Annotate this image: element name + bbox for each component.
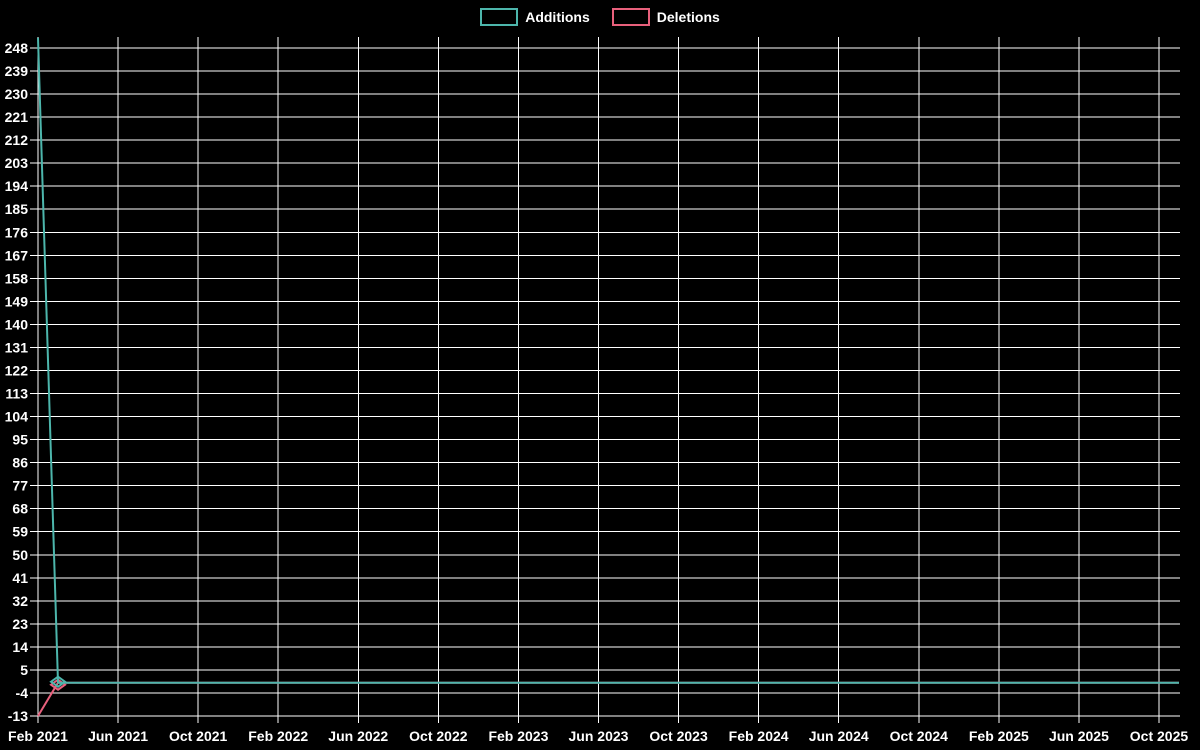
y-tick-label: 167	[5, 247, 29, 263]
y-tick-label: -4	[16, 685, 29, 701]
y-tick-label: 95	[12, 432, 28, 448]
x-tick-label: Feb 2021	[8, 728, 68, 744]
y-tick-label: 194	[5, 178, 29, 194]
y-tick-label: 32	[12, 593, 28, 609]
x-tick-label: Feb 2023	[488, 728, 548, 744]
y-tick-label: 113	[5, 386, 28, 402]
additions-legend-label: Additions	[525, 9, 590, 25]
legend-item-additions: Additions	[480, 8, 590, 26]
x-tick-label: Oct 2024	[890, 728, 949, 744]
y-tick-label: 41	[12, 570, 28, 586]
y-gridlines	[30, 47, 1180, 717]
y-tick-label: 203	[5, 155, 29, 171]
x-tick-label: Jun 2021	[88, 728, 148, 744]
x-tick-label: Feb 2025	[969, 728, 1029, 744]
y-tick-label: 122	[5, 362, 29, 378]
additions-line	[37, 37, 1179, 684]
y-tick-label: 185	[5, 201, 29, 217]
x-tick-label: Jun 2023	[569, 728, 629, 744]
y-tick-label: 68	[12, 501, 28, 517]
y-tick-label: 59	[12, 524, 28, 540]
y-tick-label: 176	[5, 224, 29, 240]
chart-legend: Additions Deletions	[0, 8, 1200, 26]
y-tick-labels: -13 -4 5 14 23 32 41 50 59 68 77 86 95 104 113 122 131 14…	[5, 40, 29, 724]
additions-point-marker	[49, 675, 67, 688]
y-tick-label: 14	[12, 639, 28, 655]
deletions-legend-label: Deletions	[656, 9, 720, 25]
y-tick-label: 86	[12, 455, 28, 471]
additions-legend-swatch-icon	[480, 8, 519, 26]
y-tick-label: 77	[12, 478, 28, 494]
deletions-line	[37, 681, 1179, 717]
y-tick-label: 149	[5, 293, 29, 309]
x-tick-label: Oct 2025	[1130, 728, 1189, 744]
x-tick-label: Feb 2024	[729, 728, 789, 744]
y-tick-label: 239	[5, 63, 29, 79]
y-tick-label: 104	[5, 409, 29, 425]
y-tick-label: 23	[12, 616, 28, 632]
y-tick-label: 158	[5, 270, 29, 286]
deletions-legend-swatch-icon	[611, 8, 650, 26]
y-tick-label: -13	[8, 708, 28, 724]
x-tick-label: Jun 2024	[809, 728, 869, 744]
y-tick-label: 221	[5, 109, 29, 125]
y-tick-label: 50	[12, 547, 28, 563]
x-tick-label: Feb 2022	[248, 728, 308, 744]
x-tick-label: Oct 2021	[169, 728, 228, 744]
x-tick-label: Oct 2022	[409, 728, 468, 744]
y-tick-label: 131	[5, 339, 29, 355]
y-tick-label: 230	[5, 86, 29, 102]
y-tick-label: 212	[5, 132, 29, 148]
y-tick-label: 140	[5, 316, 29, 332]
x-tick-label: Oct 2023	[649, 728, 708, 744]
x-gridlines	[37, 37, 1160, 723]
legend-item-deletions: Deletions	[611, 8, 720, 26]
x-tick-label: Jun 2025	[1049, 728, 1109, 744]
y-tick-label: 248	[5, 40, 29, 56]
x-tick-label: Jun 2022	[328, 728, 388, 744]
x-tick-labels: Feb 2021 Jun 2021 Oct 2021 Feb 2022 Jun 2022…	[8, 728, 1188, 744]
y-tick-label: 5	[20, 662, 28, 678]
